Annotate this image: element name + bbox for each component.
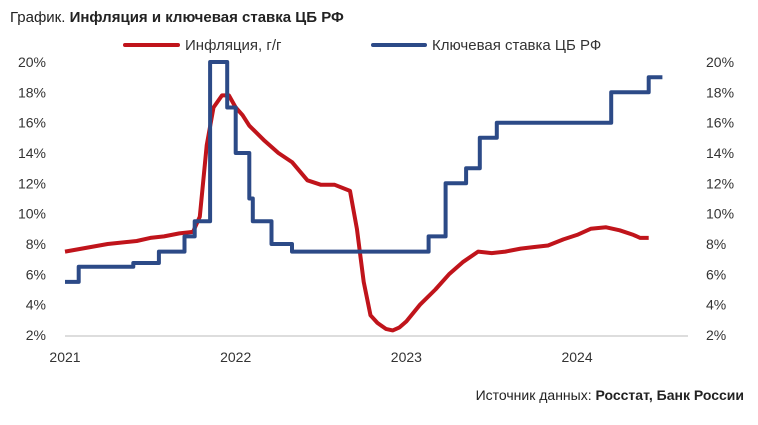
y-tick-label-left: 12% bbox=[18, 175, 46, 191]
y-tick-label-left: 16% bbox=[18, 115, 46, 131]
chart-title: График. Инфляция и ключевая ставка ЦБ РФ bbox=[10, 9, 344, 26]
y-tick-label-right: 6% bbox=[706, 266, 726, 282]
y-tick-label-right: 16% bbox=[706, 115, 734, 131]
y-tick-label-left: 8% bbox=[26, 236, 46, 252]
y-tick-label-right: 2% bbox=[706, 327, 726, 343]
y-tick-label-right: 12% bbox=[706, 175, 734, 191]
y-tick-label-right: 4% bbox=[706, 297, 726, 313]
y-tick-label-left: 2% bbox=[26, 327, 46, 343]
source-prefix: Источник данных: bbox=[475, 387, 592, 403]
y-tick-label-left: 20% bbox=[18, 54, 46, 70]
y-tick-label-left: 4% bbox=[26, 297, 46, 313]
y-tick-label-left: 18% bbox=[18, 84, 46, 100]
series-layer bbox=[64, 60, 663, 333]
y-tick-label-right: 8% bbox=[706, 236, 726, 252]
x-tick-label: 2021 bbox=[49, 349, 80, 365]
y-axis-left: 2% 4% 6% 8% 10% 12% 14% 16% 18% 20% bbox=[18, 54, 46, 343]
legend: Инфляция, г/г Ключевая ставка ЦБ РФ bbox=[123, 37, 601, 54]
y-tick-label-left: 14% bbox=[18, 145, 46, 161]
y-tick-label-right: 14% bbox=[706, 145, 734, 161]
x-tick-label: 2023 bbox=[391, 349, 422, 365]
y-axis-right: 2% 4% 6% 8% 10% 12% 14% 16% 18% 20% bbox=[706, 54, 734, 343]
source-note: Источник данных: Росстат, Банк России bbox=[476, 387, 744, 403]
series-line-key-rate bbox=[65, 60, 663, 284]
title-main: Инфляция и ключевая ставка ЦБ РФ bbox=[69, 9, 344, 26]
legend-label-key-rate: Ключевая ставка ЦБ РФ bbox=[432, 37, 601, 54]
source-main: Росстат, Банк России bbox=[595, 387, 745, 403]
x-tick-label: 2022 bbox=[220, 349, 251, 365]
legend-label-inflation: Инфляция, г/г bbox=[185, 37, 282, 54]
x-tick-label: 2024 bbox=[561, 349, 592, 365]
x-axis: 2021 2022 2023 2024 bbox=[49, 349, 592, 365]
y-tick-label-left: 10% bbox=[18, 206, 46, 222]
y-tick-label-right: 20% bbox=[706, 54, 734, 70]
y-tick-label-right: 10% bbox=[706, 206, 734, 222]
y-tick-label-right: 18% bbox=[706, 84, 734, 100]
series-line-inflation bbox=[64, 93, 649, 333]
y-tick-label-left: 6% bbox=[26, 266, 46, 282]
title-prefix: График. bbox=[10, 9, 66, 26]
